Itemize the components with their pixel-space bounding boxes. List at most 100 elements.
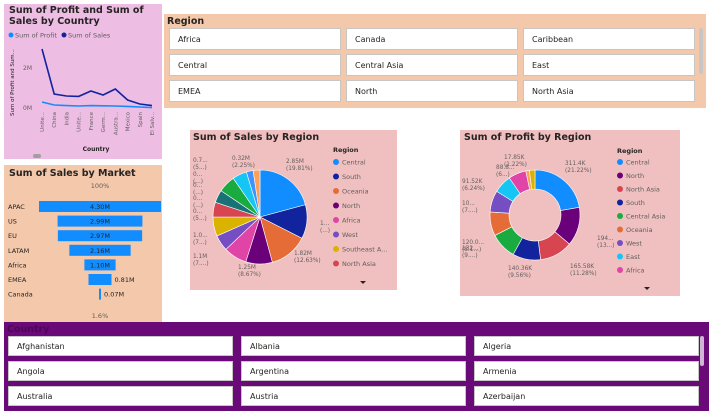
legend-profit-marker [9, 33, 14, 38]
sales-data-label-pct: (...) [193, 203, 203, 209]
country-slicer-scrollbar[interactable] [700, 336, 704, 366]
profit-legend-label[interactable]: North [626, 172, 644, 180]
profit-data-label: 165.58K [570, 264, 594, 270]
legend-sales-marker [62, 33, 67, 38]
line-xtick-label: Unite... [77, 112, 83, 132]
line-xtick-label: Unite... [40, 112, 46, 132]
country-item-australia[interactable]: Australia [8, 386, 233, 406]
funnel-value-label: 1.10M [90, 261, 110, 269]
profit-data-label-pct: (9....) [462, 253, 478, 259]
profit-legend-marker [617, 200, 623, 206]
profit-legend-marker [617, 213, 623, 219]
sales-data-label: 0... [193, 172, 202, 178]
region-item-central[interactable]: Central [169, 54, 341, 76]
line-xtick-label: El Salv... [150, 112, 156, 135]
country-slicer-title: Country [7, 324, 49, 335]
sales-data-label: 1... [320, 221, 329, 227]
country-item-afghanistan[interactable]: Afghanistan [8, 336, 233, 356]
profit-data-label-pct: (6...) [496, 172, 510, 178]
line-chart-xlabel: Country [83, 146, 110, 153]
sales-legend-label[interactable]: Oceania [342, 187, 369, 195]
country-item-albania[interactable]: Albania [241, 336, 466, 356]
region-item-canada[interactable]: Canada [346, 28, 518, 50]
line-chart-card: Sum of Profit and Sum of Sales by Countr… [4, 4, 162, 159]
line-xtick-label: Mexico [126, 111, 132, 131]
profit-data-label-pct: (8.1...) [462, 247, 481, 253]
region-slicer-scrollbar[interactable] [699, 28, 703, 74]
line-xtick-label: Austra... [113, 112, 119, 135]
country-slicer: Country Afghanistan Albania Algeria Angola A… [4, 322, 709, 411]
funnel-bar-canada[interactable] [99, 289, 101, 300]
region-item-emea[interactable]: EMEA [169, 80, 341, 102]
line-xtick-label: France [89, 111, 95, 130]
region-item-central-asia[interactable]: Central Asia [346, 54, 518, 76]
profit-legend-title: Region [617, 147, 643, 155]
profit-legend-label[interactable]: Africa [626, 266, 645, 274]
country-item-algeria[interactable]: Algeria [474, 336, 699, 356]
profit-legend-marker [617, 240, 623, 246]
funnel-category-label: APAC [8, 203, 25, 211]
profit-legend-marker [617, 254, 623, 260]
sales-legend-label[interactable]: North [342, 202, 360, 210]
sales-legend-more-icon[interactable] [360, 281, 366, 284]
funnel-value-label: 2.97M [90, 232, 110, 240]
funnel-value-label: 0.81M [114, 276, 134, 284]
country-item-austria[interactable]: Austria [241, 386, 466, 406]
funnel-category-label: Canada [8, 291, 33, 299]
country-item-armenia[interactable]: Armenia [474, 361, 699, 381]
line-chart-legend: Sum of Profit Sum of Sales [9, 32, 111, 40]
profit-slice-central[interactable] [535, 170, 579, 211]
country-item-argentina[interactable]: Argentina [241, 361, 466, 381]
profit-data-label-pct: (11.28%) [570, 271, 597, 277]
region-item-north-asia[interactable]: North Asia [523, 80, 695, 102]
profit-legend-label[interactable]: Central Asia [626, 212, 665, 220]
funnel-category-label: EMEA [8, 276, 27, 284]
region-slicer-title: Region [167, 16, 204, 27]
sales-legend-marker [333, 217, 339, 223]
sales-data-label: 1.1M [193, 254, 207, 260]
line-xtick-label: China [52, 112, 58, 128]
profit-legend-label[interactable]: Oceania [626, 226, 653, 234]
region-item-africa[interactable]: Africa [169, 28, 341, 50]
sales-pie-card: Sum of Sales by Region 2.85M (19.81%) 1...… [190, 130, 397, 290]
profit-legend-label[interactable]: North Asia [626, 185, 660, 193]
profit-legend-label[interactable]: West [626, 239, 642, 247]
funnel-category-label: US [8, 218, 17, 226]
profit-legend-label[interactable]: South [626, 199, 645, 207]
sales-data-label: 0.7... [193, 158, 208, 164]
sales-legend-label[interactable]: West [342, 231, 358, 239]
region-item-caribbean[interactable]: Caribbean [523, 28, 695, 50]
sales-data-label-pct: (7....) [193, 261, 209, 267]
sales-data-label-pct: (7...) [193, 240, 207, 246]
region-item-east[interactable]: East [523, 54, 695, 76]
sales-data-label-pct: (8.67%) [238, 272, 261, 278]
sales-legend-marker [333, 203, 339, 209]
sales-legend-label[interactable]: Central [342, 158, 366, 166]
profit-legend-label[interactable]: East [626, 253, 640, 261]
sales-data-label: 2.85M [286, 159, 304, 165]
profit-data-label: 91.52K [462, 179, 483, 185]
profit-data-label: 140.36K [508, 266, 532, 272]
line-chart-scrollbar[interactable] [33, 154, 41, 158]
profit-legend-label[interactable]: Central [626, 158, 650, 166]
region-item-north[interactable]: North [346, 80, 518, 102]
funnel-top-percent: 100% [91, 182, 110, 190]
sales-legend-label[interactable]: North Asia [342, 260, 376, 268]
sales-data-label-pct: (5...) [193, 216, 207, 222]
profit-legend-marker [617, 159, 623, 165]
sales-data-label-pct: (12.63%) [294, 258, 321, 264]
funnel-bar-emea[interactable] [89, 274, 112, 285]
funnel-chart-card: Sum of Sales by Market 100% 1.6% APAC 4.3… [4, 165, 162, 323]
profit-pie-svg: 311.4K(21.22%)194...(13...)165.58K(11.28… [460, 130, 680, 296]
country-item-angola[interactable]: Angola [8, 361, 233, 381]
funnel-value-label: 2.99M [90, 218, 110, 226]
country-item-azerbaijan[interactable]: Azerbaijan [474, 386, 699, 406]
sales-legend-label[interactable]: South [342, 173, 361, 181]
funnel-value-label: 2.16M [90, 247, 110, 255]
sales-legend-label[interactable]: Southeast A... [342, 245, 387, 253]
profit-legend-more-icon[interactable] [644, 287, 650, 290]
funnel-value-label: 4.30M [90, 203, 110, 211]
line-series-sum-of-sales[interactable] [42, 49, 152, 106]
sales-data-label-pct: (...) [193, 179, 203, 185]
sales-legend-label[interactable]: Africa [342, 216, 361, 224]
